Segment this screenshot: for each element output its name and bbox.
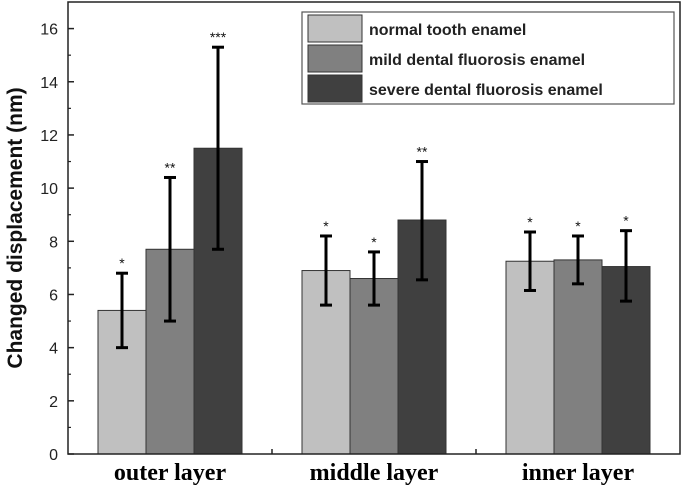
significance-label: ** [417,144,428,160]
significance-label: * [623,213,629,229]
y-tick-label: 12 [40,128,58,145]
y-tick-label: 6 [49,287,58,304]
y-tick-label: 4 [49,341,58,358]
significance-label: ** [165,159,176,175]
bar [553,259,603,455]
y-tick-label: 16 [40,22,58,39]
bar [505,260,555,455]
y-tick-label: 14 [40,75,58,92]
legend-label: mild dental fluorosis enamel [369,52,585,69]
x-tick-label: inner layer [522,460,635,486]
y-tick-label: 8 [49,234,58,251]
legend-swatch [307,74,363,103]
legend-label: normal tooth enamel [369,22,526,39]
legend: normal tooth enamel mild dental fluorosis… [301,11,675,105]
significance-label: * [323,218,329,234]
y-tick-label: 2 [49,394,58,411]
y-tick-label: 10 [40,181,58,198]
x-tick-label: outer layer [114,460,227,486]
legend-swatch [307,14,363,43]
legend-swatch [307,44,363,73]
legend-box [301,11,675,105]
plot-frame [67,1,681,455]
significance-label: * [371,234,377,250]
significance-label: * [527,214,533,230]
significance-label: * [575,218,581,234]
y-axis-label: Changed displacement (nm) [4,87,27,368]
y-tick-label: 0 [49,447,58,464]
significance-label: * [119,255,125,271]
x-tick-label: middle layer [310,460,439,486]
significance-label: *** [210,29,227,45]
legend-label: severe dental fluorosis enamel [369,82,603,99]
